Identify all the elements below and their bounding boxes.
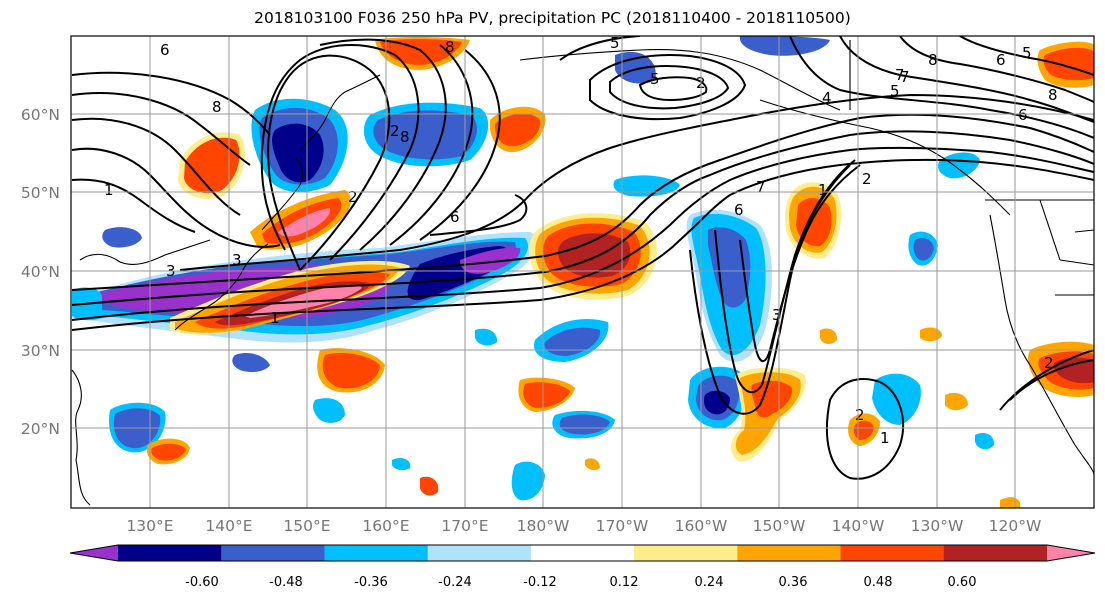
contour-label: 8: [928, 51, 938, 69]
gridlines: [71, 36, 1094, 508]
contour-label: 8: [212, 98, 222, 116]
colorbar-tick-label: 0.36: [779, 575, 808, 590]
contour-label: 5: [610, 34, 620, 52]
plot-frame: [70, 35, 1095, 509]
colorbar-segment: [530, 545, 635, 561]
colorbar-tick-label: 0.24: [695, 575, 724, 590]
colorbar-tick-label: -0.60: [185, 575, 219, 590]
contour-label: 6: [450, 208, 460, 226]
lon-label: 160°E: [362, 517, 409, 535]
colorbar-segment: [118, 545, 222, 561]
lon-label: 170°W: [596, 517, 649, 535]
contour-label: 1: [880, 429, 890, 447]
plot-area: 6 8 5 2 5 7 8 6 5 4 5 7 8 6 1 2 8 2 6 3 …: [71, 34, 1094, 508]
contour-label: 2: [1044, 354, 1054, 372]
contour-label: 1: [818, 181, 828, 199]
colorbar-tick-label: -0.48: [269, 575, 303, 590]
map-title: 2018103100 F036 250 hPa PV, precipitatio…: [254, 9, 851, 27]
colorbar: [69, 544, 1096, 562]
contour-label: 3: [772, 306, 782, 324]
colorbar-segment: [840, 545, 945, 561]
lat-label: 30°N: [21, 342, 60, 360]
lat-label: 60°N: [21, 106, 60, 124]
colorbar-tick-label: -0.12: [523, 575, 557, 590]
contour-label: 1: [104, 181, 114, 199]
lon-label: 180°W: [517, 517, 570, 535]
contour-label: 2: [855, 406, 865, 424]
contour-label: 6: [734, 201, 744, 219]
colorbar-segment: [737, 545, 842, 561]
colorbar-segment: [1047, 545, 1095, 561]
longitude-labels: 130°E 140°E 150°E 160°E 170°E 180°W 170°…: [126, 517, 1041, 535]
pv-contours: [71, 36, 1094, 480]
colorbar-tick-label: 0.12: [610, 575, 639, 590]
contour-label: 8: [400, 128, 410, 146]
lat-label: 20°N: [21, 420, 60, 438]
contour-label: 8: [445, 38, 455, 56]
contour-label: 5: [890, 82, 900, 100]
contour-label: 7: [756, 178, 766, 196]
lon-label: 160°W: [675, 517, 728, 535]
lon-label: 130°W: [911, 517, 964, 535]
contour-label: 8: [1048, 86, 1058, 104]
latitude-labels: 60°N 50°N 40°N 30°N 20°N: [21, 106, 60, 438]
colorbar-tick-label: 0.48: [864, 575, 893, 590]
contour-label: 6: [160, 41, 170, 59]
lon-label: 140°W: [832, 517, 885, 535]
lon-label: 140°E: [205, 517, 252, 535]
contour-label: 7: [895, 66, 905, 84]
lon-label: 170°E: [441, 517, 488, 535]
lon-label: 150°E: [283, 517, 330, 535]
contour-label: 3: [232, 251, 242, 269]
contour-label: 6: [1018, 106, 1028, 124]
contour-label: 2: [390, 122, 400, 140]
colorbar-segment: [70, 545, 118, 561]
contour-label: 7: [900, 68, 910, 86]
lat-label: 40°N: [21, 263, 60, 281]
colorbar-outline: [69, 544, 1096, 562]
lon-label: 130°E: [126, 517, 173, 535]
contour-label: 4: [822, 89, 832, 107]
colorbar-segment: [634, 545, 738, 561]
contour-label: 2: [862, 170, 872, 188]
contour-label: 6: [996, 51, 1006, 69]
colorbar-segment: [324, 545, 429, 561]
colorbar-tick-label: -0.24: [438, 575, 472, 590]
colorbar-segment: [221, 545, 325, 561]
colorbar-tick-label: 0.60: [948, 575, 977, 590]
colorbar-tick-labels: -0.60 -0.48 -0.36 -0.24 -0.12 0.12 0.24 …: [185, 575, 976, 590]
pv-contour-labels: 6 8 5 2 5 7 8 6 5 4 5 7 8 6 1 2 8 2 6 3 …: [104, 34, 1058, 447]
lon-label: 150°W: [753, 517, 806, 535]
contour-label: 1: [270, 309, 280, 327]
lat-label: 50°N: [21, 184, 60, 202]
lon-label: 120°W: [989, 517, 1042, 535]
colorbar-tick-label: -0.36: [354, 575, 388, 590]
contour-label: 2: [348, 188, 358, 206]
colorbar-segment: [943, 545, 1048, 561]
contour-label: 5: [650, 70, 660, 88]
contour-label: 5: [1022, 44, 1032, 62]
colorbar-segment: [427, 545, 532, 561]
